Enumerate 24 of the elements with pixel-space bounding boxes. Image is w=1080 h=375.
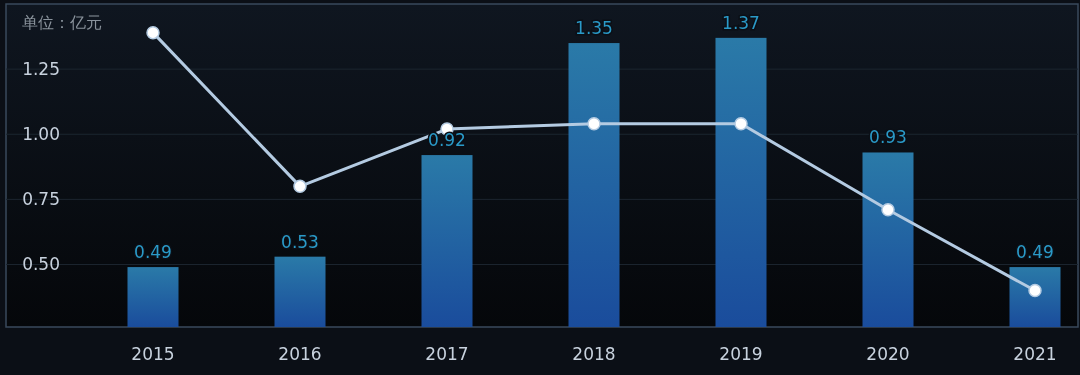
x-tick-label: 2021 [1013, 344, 1057, 364]
point [146, 25, 160, 40]
y-axis-title: 单位：亿元 [22, 13, 102, 32]
x-tick-label: 2019 [719, 344, 763, 364]
data-label: 0.53 [281, 231, 319, 252]
data-label: 1.37 [722, 12, 760, 33]
y-tick-label: 0.50 [22, 254, 60, 275]
x-tick-label: 2016 [278, 344, 322, 364]
point [293, 179, 307, 194]
point [881, 203, 895, 217]
y-tick-label: 1.00 [22, 124, 60, 145]
x-tick-label: 2015 [131, 344, 175, 364]
data-label: 0.92 [428, 130, 466, 151]
data-label: 0.49 [1016, 242, 1054, 263]
y-tick-label: 1.25 [22, 59, 60, 80]
x-tick-label: 2020 [866, 344, 910, 364]
y-tick-label: 0.75 [22, 189, 60, 210]
point [587, 117, 601, 131]
data-label: 1.35 [575, 18, 613, 39]
data-label: 0.93 [869, 127, 907, 148]
data-label: 0.49 [134, 242, 172, 263]
x-tick-label: 2018 [572, 344, 616, 364]
x-tick-label: 2017 [425, 344, 469, 364]
point [734, 117, 748, 131]
